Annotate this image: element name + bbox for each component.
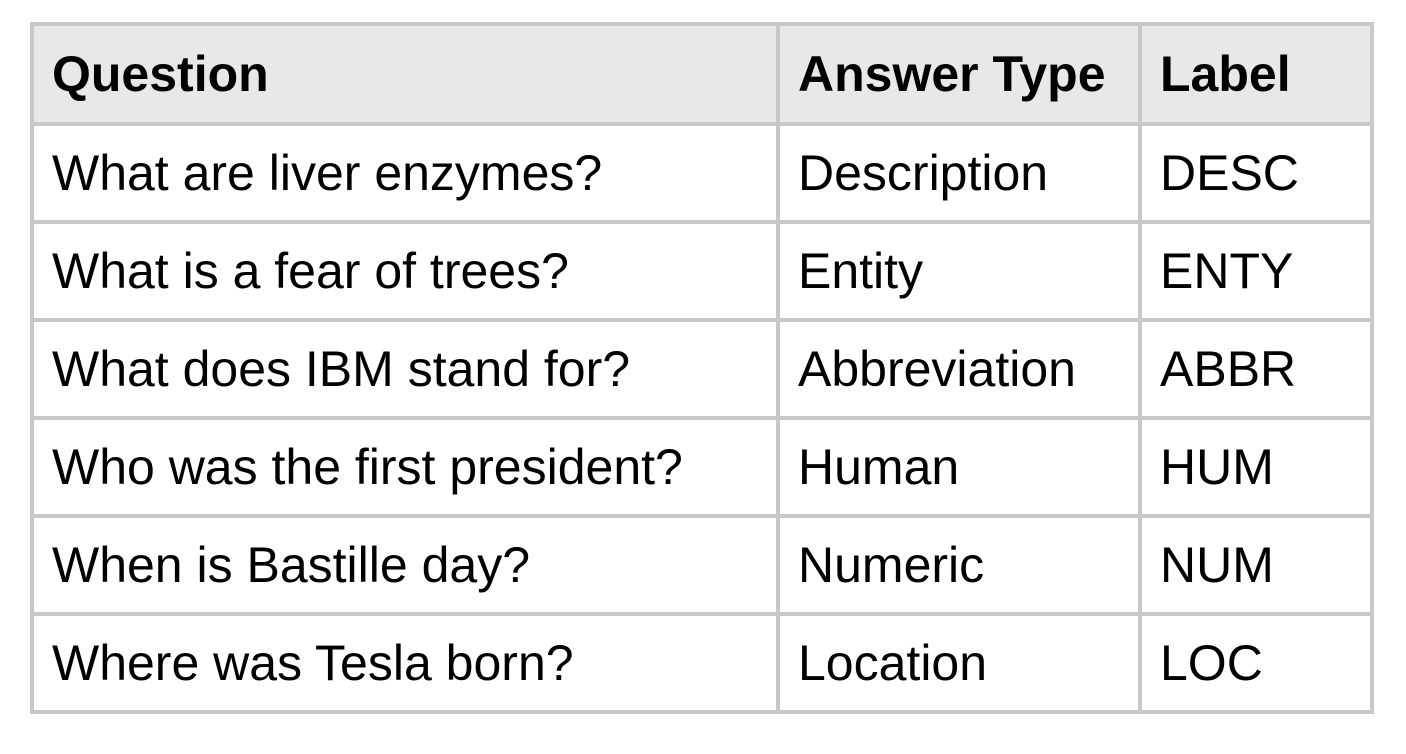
table-row: What are liver enzymes? Description DESC <box>30 122 1374 224</box>
question-cell: What is a fear of trees? <box>30 220 780 322</box>
header-question: Question <box>30 22 780 126</box>
question-cell: Who was the first president? <box>30 416 780 518</box>
answer-type-cell: Location <box>776 612 1142 714</box>
table-row: Where was Tesla born? Location LOC <box>30 612 1374 714</box>
label-cell: ENTY <box>1138 220 1374 322</box>
answer-type-cell: Abbreviation <box>776 318 1142 420</box>
header-row: Question Answer Type Label <box>30 22 1374 126</box>
answer-type-cell: Description <box>776 122 1142 224</box>
table-row: Who was the first president? Human HUM <box>30 416 1374 518</box>
answer-type-cell: Human <box>776 416 1142 518</box>
label-cell: LOC <box>1138 612 1374 714</box>
question-cell: What are liver enzymes? <box>30 122 780 224</box>
label-cell: DESC <box>1138 122 1374 224</box>
header-label: Label <box>1138 22 1374 126</box>
question-cell: Where was Tesla born? <box>30 612 780 714</box>
table-row: When is Bastille day? Numeric NUM <box>30 514 1374 616</box>
table-body: What are liver enzymes? Description DESC… <box>30 122 1374 714</box>
question-cell: What does IBM stand for? <box>30 318 780 420</box>
header-answer-type: Answer Type <box>776 22 1142 126</box>
label-cell: NUM <box>1138 514 1374 616</box>
label-cell: HUM <box>1138 416 1374 518</box>
question-classification-table: Question Answer Type Label What are live… <box>30 22 1374 714</box>
label-cell: ABBR <box>1138 318 1374 420</box>
question-cell: When is Bastille day? <box>30 514 780 616</box>
table-header: Question Answer Type Label <box>30 22 1374 126</box>
answer-type-cell: Numeric <box>776 514 1142 616</box>
answer-type-cell: Entity <box>776 220 1142 322</box>
table-row: What does IBM stand for? Abbreviation AB… <box>30 318 1374 420</box>
table-row: What is a fear of trees? Entity ENTY <box>30 220 1374 322</box>
